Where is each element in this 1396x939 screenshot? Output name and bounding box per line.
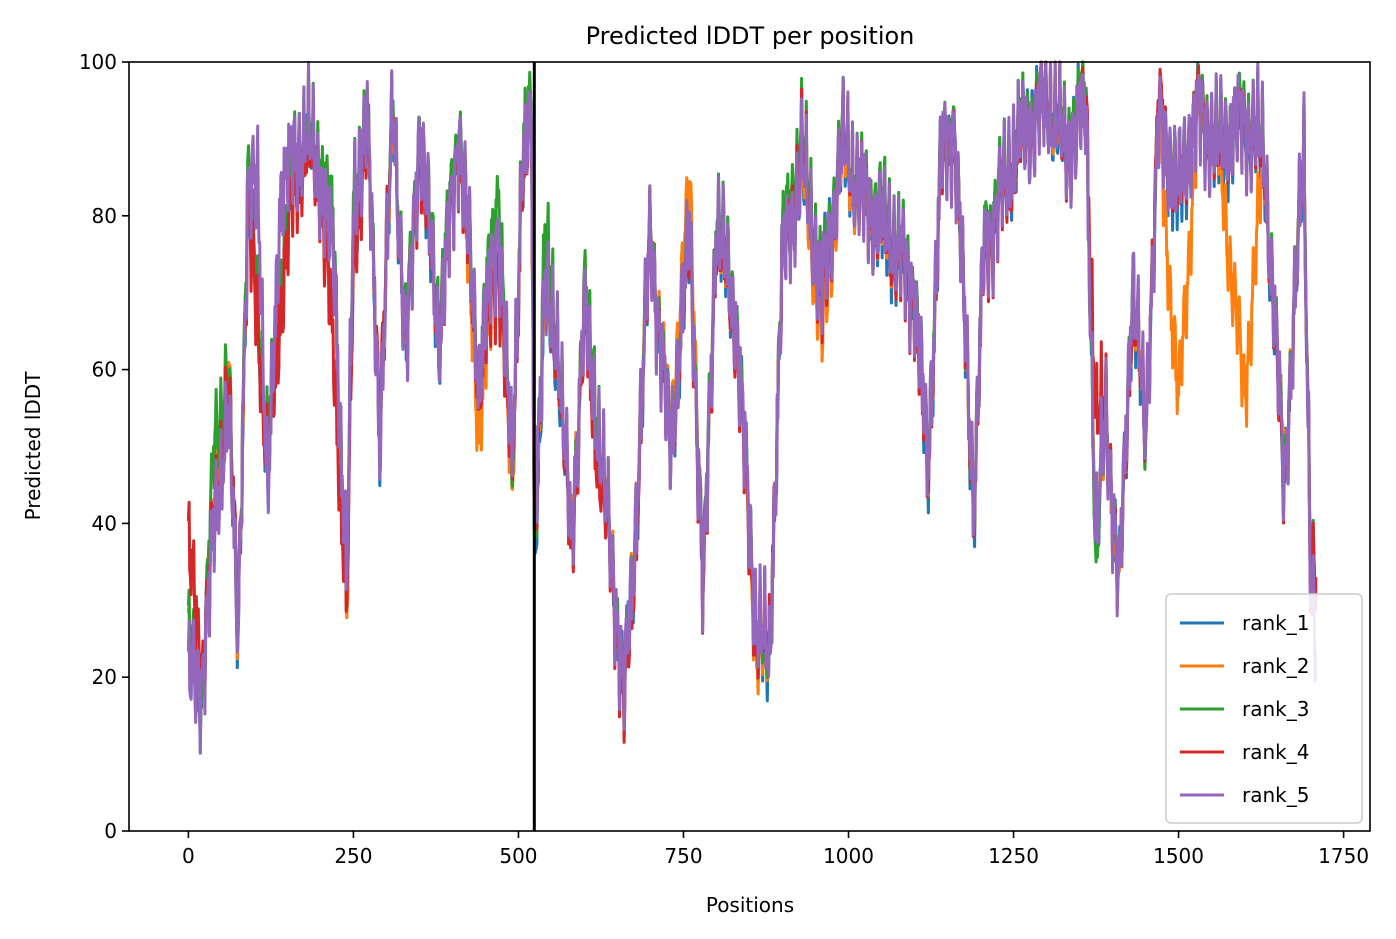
x-tick-label: 250 — [334, 844, 372, 868]
chart-title: Predicted lDDT per position — [586, 22, 915, 50]
x-tick-label: 500 — [499, 844, 537, 868]
x-axis-label: Positions — [706, 893, 794, 917]
x-tick-label: 1750 — [1318, 844, 1369, 868]
y-tick-label: 100 — [79, 50, 117, 74]
legend-label: rank_3 — [1242, 697, 1309, 721]
plot-frame — [128, 61, 1371, 832]
y-tick-label: 40 — [92, 511, 117, 535]
legend-label: rank_2 — [1242, 654, 1309, 678]
y-tick-label: 60 — [92, 358, 117, 382]
plot-lines — [186, 60, 1318, 755]
series-line-rank_5 — [186, 60, 1318, 755]
y-tick-label: 0 — [104, 819, 117, 843]
x-tick-label: 0 — [182, 844, 195, 868]
y-axis-ticks: 0 20 40 60 80 100 — [79, 50, 129, 843]
legend-label: rank_5 — [1242, 783, 1309, 807]
x-tick-label: 1000 — [823, 844, 874, 868]
y-tick-label: 20 — [92, 665, 117, 689]
x-tick-label: 1500 — [1153, 844, 1204, 868]
legend-box — [1165, 593, 1363, 824]
legend: rank_1 rank_2 rank_3 rank_4 rank_5 — [1165, 593, 1363, 824]
x-axis-ticks: 0 250 500 750 1000 1250 1500 1750 — [182, 831, 1369, 868]
x-tick-label: 1250 — [988, 844, 1039, 868]
y-axis-label: Predicted lDDT — [21, 371, 45, 521]
legend-label: rank_4 — [1242, 740, 1309, 764]
legend-label: rank_1 — [1242, 611, 1309, 635]
y-tick-label: 80 — [92, 204, 117, 228]
x-tick-label: 750 — [664, 844, 702, 868]
